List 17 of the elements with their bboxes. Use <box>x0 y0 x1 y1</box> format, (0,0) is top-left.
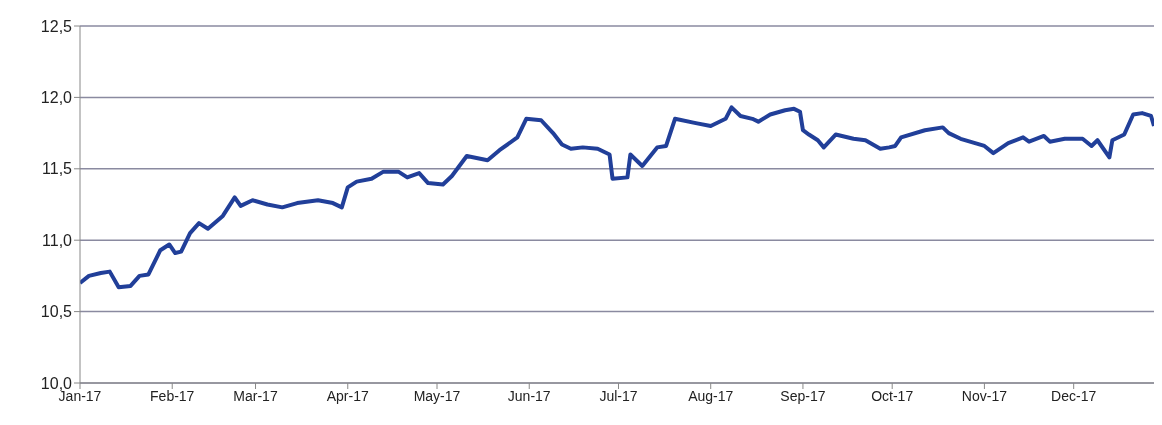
line-series <box>80 105 1154 290</box>
x-tick-label: Aug-17 <box>688 387 734 404</box>
x-tick-label: Nov-17 <box>961 387 1008 404</box>
x-tick-label: Jul-17 <box>599 387 638 404</box>
y-tick-label: 11,5 <box>42 160 73 178</box>
x-tick-label: Oct-17 <box>871 387 914 404</box>
x-tick-label: Feb-17 <box>150 387 195 404</box>
x-tick-label: Mar-17 <box>233 387 278 404</box>
y-tick-label: 11,0 <box>42 231 73 249</box>
y-tick-label: 12,5 <box>40 17 73 35</box>
y-tick-label: 12,0 <box>40 89 73 107</box>
y-tick-label: 10,5 <box>40 303 73 321</box>
x-tick-label: Apr-17 <box>326 387 369 404</box>
x-tick-label: Sep-17 <box>780 387 826 404</box>
x-tick-label: Dec-17 <box>1051 387 1097 404</box>
x-tick-label: Jun-17 <box>507 387 551 404</box>
x-tick-label: May-17 <box>413 387 461 404</box>
